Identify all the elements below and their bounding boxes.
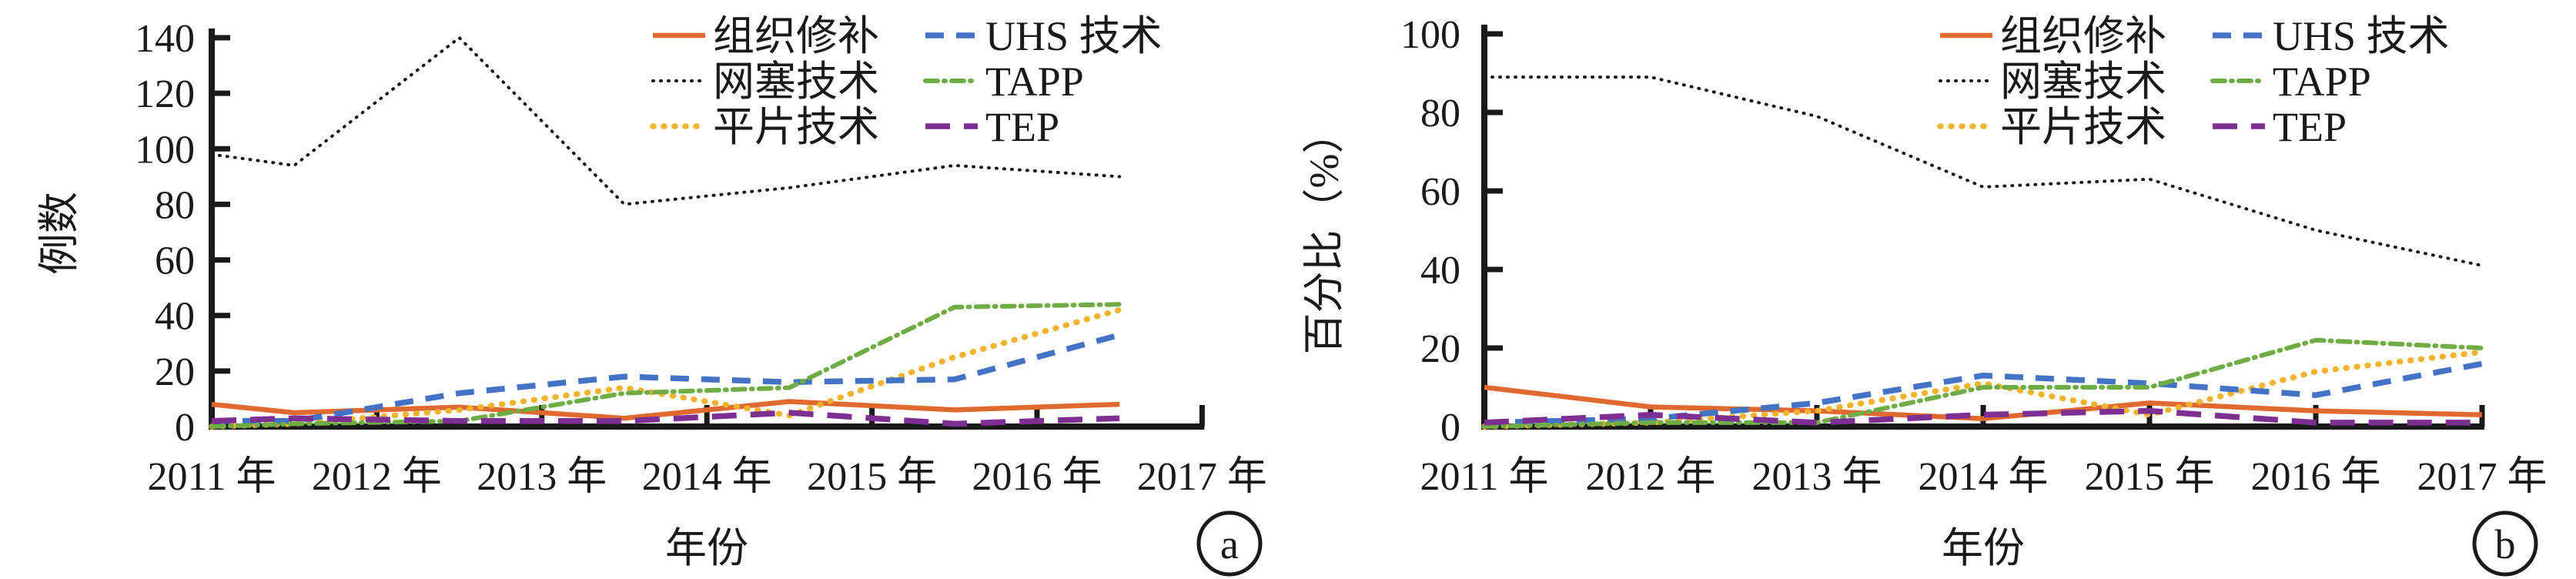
series-line-tep	[211, 410, 1120, 427]
y-tick-label: 100	[135, 128, 195, 172]
x-tick-label: 2011 年	[1420, 455, 1548, 499]
y-tick-label: 120	[135, 72, 195, 116]
series-line-flat-mesh	[209, 306, 1122, 430]
panel-a-y-axis-title: 例数	[36, 192, 82, 275]
series-line-tapp	[209, 302, 1122, 429]
y-tick-label: 40	[1420, 249, 1460, 293]
panel-b-letter: b	[2495, 521, 2516, 567]
series-line-mesh-plug	[210, 36, 1122, 206]
y-tick-label: 140	[135, 17, 195, 61]
series-line-tissue-repair	[211, 399, 1120, 421]
x-tick-label: 2017 年	[2417, 455, 2547, 499]
x-tick-label: 2015 年	[2084, 455, 2214, 499]
y-tick-label: 60	[155, 239, 195, 283]
x-tick-label: 2014 年	[1918, 455, 2048, 499]
y-tick-label: 100	[1400, 13, 1460, 57]
x-tick-label: 2012 年	[312, 455, 442, 499]
panel-b-y-axis-title: 百分比（%）	[1301, 112, 1347, 355]
legend-label-tep: TEP	[985, 104, 1059, 150]
y-tick-label: 60	[1420, 170, 1460, 214]
x-tick-label: 2013 年	[1751, 455, 1882, 499]
series-line-uhs	[212, 332, 1121, 424]
legend-label-uhs: UHS 技术	[2273, 13, 2450, 59]
legend-label-uhs: UHS 技术	[985, 13, 1163, 59]
y-tick-label: 20	[155, 350, 195, 394]
x-tick-label: 2013 年	[477, 455, 607, 499]
series-line-tep	[1484, 407, 2482, 426]
series-line-mesh-plug	[1483, 75, 2484, 267]
series-line-tapp	[1482, 337, 2484, 429]
legend-label-flat-mesh: 平片技术	[713, 104, 879, 150]
y-tick-label: 80	[155, 183, 195, 227]
legend-label-mesh-plug: 网塞技术	[2000, 59, 2166, 105]
panel-a-x-axis-title: 年份	[665, 525, 748, 571]
x-tick-label: 2015 年	[807, 455, 937, 499]
legend-label-tapp: TAPP	[985, 59, 1084, 105]
x-tick-label: 2011 年	[147, 455, 276, 499]
panel-b-plot: 0 20 40 60 80 100 2011 年 2012 年 2013 年 2014 年 2015…	[1400, 13, 2548, 499]
y-tick-label: 20	[1420, 327, 1460, 371]
panel-b-x-axis-title: 年份	[1942, 525, 2025, 571]
series-line-uhs	[1484, 360, 2483, 426]
panel-b-letter-circle	[2472, 510, 2538, 577]
legend-label-tissue-repair: 组织修补	[713, 13, 879, 59]
panel-a-letter: a	[1220, 521, 1239, 567]
legend-label-tapp: TAPP	[2273, 59, 2371, 105]
x-tick-label: 2017 年	[1137, 455, 1267, 499]
x-tick-label: 2012 年	[1585, 455, 1715, 499]
legend-label-flat-mesh: 平片技术	[2000, 104, 2166, 150]
panel-a-letter-circle	[1196, 510, 1263, 577]
panel-a-plot: 0 20 40 60 80 100 120 140 2011 年 2012 年 2013 年 2014…	[135, 13, 1267, 499]
x-tick-label: 2016 年	[2250, 455, 2380, 499]
y-tick-label: 0	[1440, 406, 1460, 450]
series-line-flat-mesh	[1481, 349, 2485, 430]
y-tick-label: 0	[175, 406, 195, 450]
legend-label-tissue-repair: 组织修补	[2000, 13, 2166, 59]
x-tick-label: 2016 年	[972, 455, 1102, 499]
legend-label-mesh-plug: 网塞技术	[713, 59, 879, 105]
y-tick-label: 80	[1420, 92, 1460, 136]
legend-label-tep: TEP	[2273, 104, 2347, 150]
y-tick-label: 40	[155, 295, 195, 339]
x-tick-label: 2014 年	[642, 455, 772, 499]
series-line-tissue-repair	[1484, 384, 2483, 422]
